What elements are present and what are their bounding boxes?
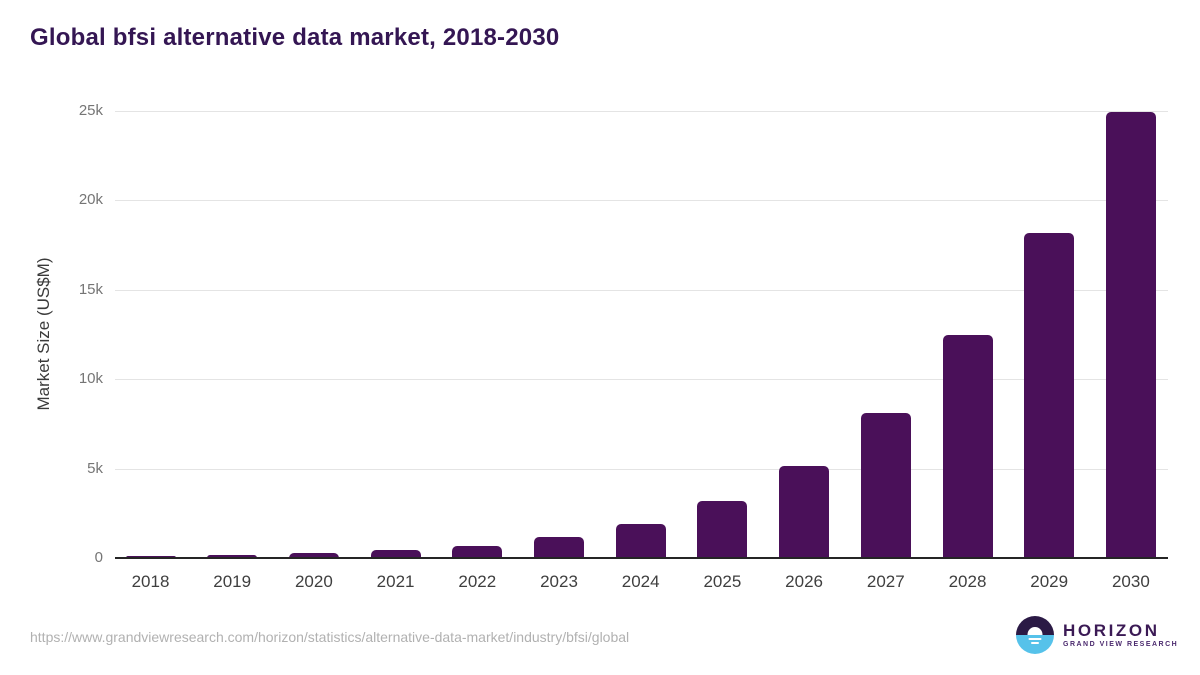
x-tick-label-2019: 2019 [213, 572, 252, 591]
x-axis-line [115, 557, 1168, 559]
logo-subtitle: GRAND VIEW RESEARCH [1063, 641, 1179, 648]
horizon-logo: HORIZON GRAND VIEW RESEARCH [1016, 616, 1178, 654]
y-tick-label-10k: 10k [78, 370, 103, 388]
source-url: https://www.grandviewresearch.com/horizo… [30, 629, 630, 645]
bar-2029 [1024, 232, 1075, 558]
x-tick-label-2018: 2018 [131, 572, 170, 591]
y-tick-label-5k: 5k [87, 459, 103, 477]
x-tick-label-2026: 2026 [785, 572, 824, 591]
bar-2026 [779, 466, 830, 558]
plot-area: 0 5k 10k 15k 20k 25k 2018 2019 2020 2021 2022 2023 2… [79, 102, 1168, 591]
bar-2024 [615, 524, 666, 558]
gridline-20k [115, 200, 1168, 202]
gridline-15k [115, 289, 1168, 291]
y-tick-label-15k: 15k [78, 280, 103, 298]
x-tick-label-2022: 2022 [458, 572, 497, 591]
bar-2023 [534, 537, 584, 558]
bar-2028 [942, 335, 993, 558]
bar-2025 [697, 501, 748, 558]
sun-dome-shape [1027, 627, 1043, 635]
x-tick-label-2028: 2028 [948, 572, 987, 591]
x-tick-label-2030: 2030 [1111, 572, 1150, 591]
x-tick-label-2027: 2027 [866, 572, 905, 591]
gridline-10k [115, 379, 1168, 381]
reflection-line-2 [1031, 642, 1039, 644]
horizon-logo-icon [1016, 616, 1054, 654]
bar-2030 [1105, 112, 1156, 558]
x-tick-label-2020: 2020 [294, 572, 333, 591]
gridline-25k [115, 111, 1168, 112]
bar-2027 [860, 413, 911, 558]
bar-2019 [207, 554, 258, 558]
y-tick-label-20k: 20k [78, 191, 103, 209]
x-tick-label-2025: 2025 [703, 572, 742, 591]
x-tick-label-2029: 2029 [1030, 572, 1069, 591]
x-tick-label-2023: 2023 [540, 572, 578, 591]
logo-name: HORIZON [1063, 621, 1160, 640]
gridline-5k [115, 468, 1168, 470]
bar-2021 [370, 550, 421, 558]
x-tick-label-2024: 2024 [621, 572, 660, 591]
reflection-line-1 [1028, 637, 1042, 640]
bar-2020 [288, 553, 339, 558]
x-tick-label-2021: 2021 [376, 572, 415, 591]
chart-title: Global bfsi alternative data market, 201… [30, 24, 560, 51]
y-tick-label-25k: 25k [78, 102, 103, 119]
y-tick-label-0: 0 [94, 549, 103, 566]
logo-text: HORIZON GRAND VIEW RESEARCH [1063, 621, 1178, 649]
bar-2022 [452, 545, 503, 558]
